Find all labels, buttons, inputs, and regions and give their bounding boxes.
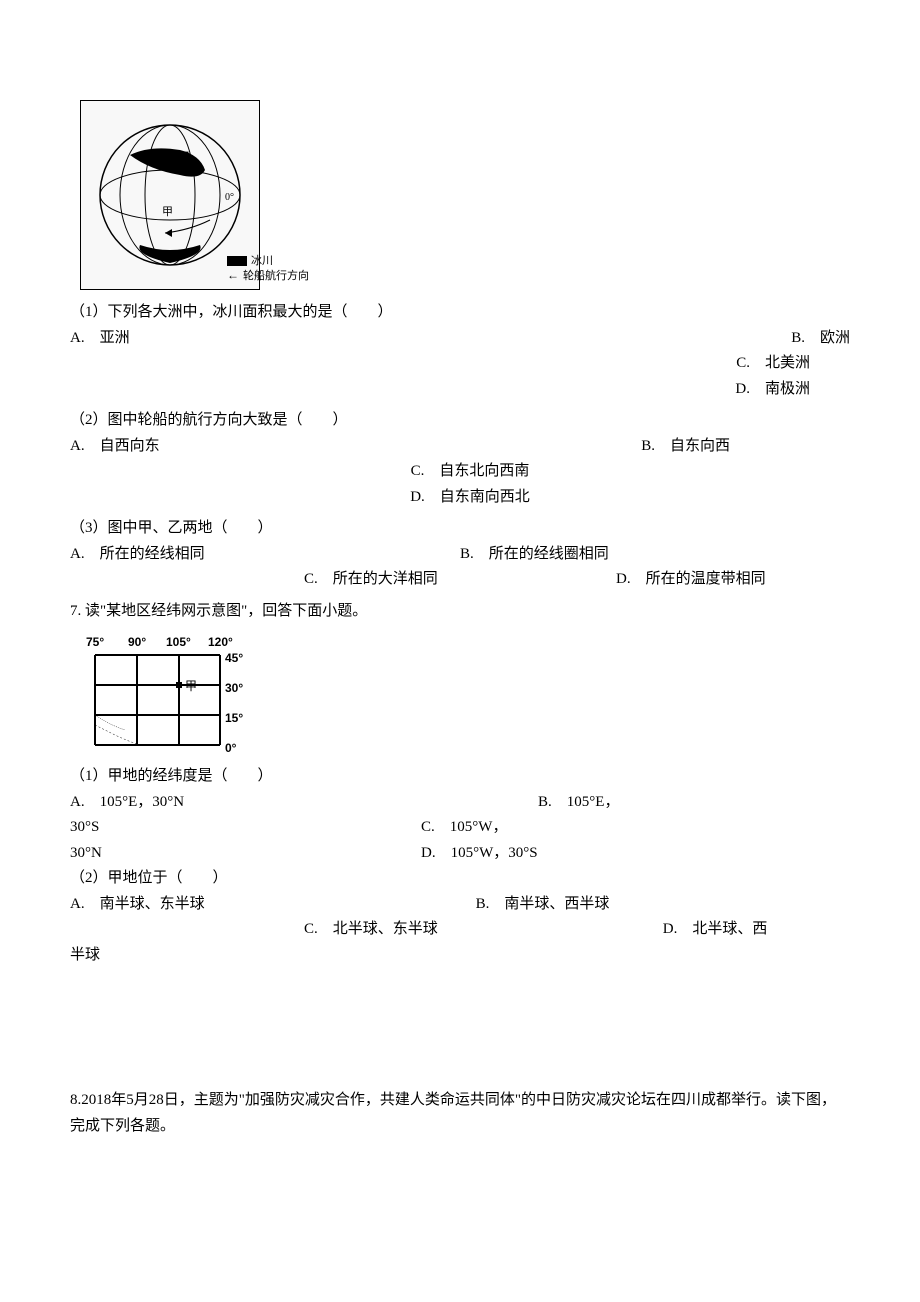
q6-1-d-label: D. xyxy=(735,381,750,397)
q7-2-a: 南半球、东半球 xyxy=(100,896,205,912)
q7-intro: 7. 读"某地区经纬网示意图"，回答下面小题。 xyxy=(70,599,850,625)
q6-3-c: 所在的大洋相同 xyxy=(333,571,438,587)
q6-2-d-label: D. xyxy=(410,489,425,505)
grid-y-45: 45° xyxy=(225,648,243,668)
q7-1-c-label: C. xyxy=(421,819,435,835)
svg-text:甲: 甲 xyxy=(162,206,173,218)
q7-2-d-label: D. xyxy=(663,921,678,937)
q7-1-line2: 30°S xyxy=(70,815,421,841)
q7-1-c: 105°W， xyxy=(450,819,508,835)
grid-x-75: 75° xyxy=(86,632,104,652)
q7-1-d: 105°W，30°S xyxy=(451,845,538,861)
q6-1-c: 北美洲 xyxy=(765,355,810,371)
grid-x-90: 90° xyxy=(128,632,146,652)
globe-svg: 0° 甲 乙 xyxy=(90,115,250,275)
legend-direction: 轮船航行方向 xyxy=(243,269,309,283)
legend-glacier: 冰川 xyxy=(251,254,273,268)
q6-3-b: 所在的经线圈相同 xyxy=(489,546,609,562)
q6-1-a: 亚洲 xyxy=(100,330,130,346)
svg-text:甲: 甲 xyxy=(185,679,197,693)
q6-3-options: A. 所在的经线相同 B. 所在的经线圈相同 C. 所在的大洋相同 D. 所在的… xyxy=(70,542,850,593)
q6-3-a-label: A. xyxy=(70,546,85,562)
grid-figure: 甲 75° 90° 105° 120° 45° 30° 15° 0° xyxy=(80,630,245,760)
q6-2-options: A. 自西向东 B. 自东向西 C. 自东北向西南 D. 自东南向西北 xyxy=(70,434,850,511)
q6-2-b: 自东向西 xyxy=(670,438,730,454)
q6-2-c-label: C. xyxy=(411,463,425,479)
svg-text:0°: 0° xyxy=(225,192,234,203)
globe-figure: 0° 甲 乙 冰川 ←轮船航行方向 xyxy=(80,100,260,290)
q6-2-d: 自东南向西北 xyxy=(440,489,530,505)
q7-1-stem: （1）甲地的经纬度是（ ） xyxy=(70,764,850,790)
q6-1-options: A. 亚洲 B. 欧洲 C. 北美洲 D. 南极洲 xyxy=(70,326,850,403)
q8-intro: 8.2018年5月28日，主题为"加强防灾减灾合作，共建人类命运共同体"的中日防… xyxy=(70,1088,850,1139)
grid-y-0: 0° xyxy=(225,738,236,758)
q7-2-stem: （2）甲地位于（ ） xyxy=(70,866,850,892)
q7-2-b: 南半球、西半球 xyxy=(504,896,609,912)
q6-1-d: 南极洲 xyxy=(765,381,810,397)
q6-3-b-label: B. xyxy=(460,546,474,562)
q6-3-c-label: C. xyxy=(304,571,318,587)
q6-3-a: 所在的经线相同 xyxy=(100,546,205,562)
grid-x-105: 105° xyxy=(166,632,191,652)
svg-text:乙: 乙 xyxy=(180,150,191,163)
q7-1-line3: 30°N xyxy=(70,841,421,867)
q7-2-c: 北半球、东半球 xyxy=(333,921,438,937)
grid-y-30: 30° xyxy=(225,678,243,698)
q7-1-b-label: B. xyxy=(538,794,552,810)
q7-1-d-label: D. xyxy=(421,845,436,861)
q6-1-b: 欧洲 xyxy=(820,330,850,346)
q6-3-stem: （3）图中甲、乙两地（ ） xyxy=(70,516,850,542)
q7-2-line2: 半球 xyxy=(70,943,850,969)
q6-2-a: 自西向东 xyxy=(100,438,160,454)
q6-2-b-label: B. xyxy=(641,438,655,454)
q7-1-b: 105°E， xyxy=(567,794,620,810)
q7-2-c-label: C. xyxy=(304,921,318,937)
q6-3-d: 所在的温度带相同 xyxy=(646,571,766,587)
q7-2-b-label: B. xyxy=(476,896,490,912)
q7-2-a-label: A. xyxy=(70,896,85,912)
q7-2-d: 北半球、西 xyxy=(692,921,767,937)
q7-1-a: 105°E，30°N xyxy=(100,794,185,810)
q6-1-b-label: B. xyxy=(791,330,805,346)
grid-y-15: 15° xyxy=(225,708,243,728)
q6-1-a-label: A. xyxy=(70,330,85,346)
q6-2-a-label: A. xyxy=(70,438,85,454)
globe-legend: 冰川 ←轮船航行方向 xyxy=(227,254,309,284)
q7-2-options: A. 南半球、东半球 B. 南半球、西半球 C. 北半球、东半球 D. 北半球、… xyxy=(70,892,850,969)
q6-1-c-label: C. xyxy=(736,355,750,371)
q6-2-stem: （2）图中轮船的航行方向大致是（ ） xyxy=(70,408,850,434)
q7-1-options: A. 105°E，30°N B. 105°E， 30°S C. 105°W， 3… xyxy=(70,790,850,867)
q6-2-c: 自东北向西南 xyxy=(439,463,529,479)
q6-1-stem: （1）下列各大洲中，冰川面积最大的是（ ） xyxy=(70,300,850,326)
q6-3-d-label: D. xyxy=(616,571,631,587)
q7-1-a-label: A. xyxy=(70,794,85,810)
